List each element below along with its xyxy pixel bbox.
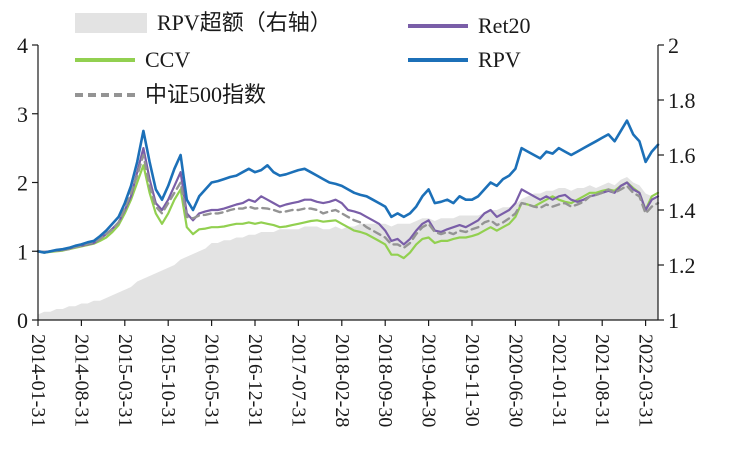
x-axis-tick-label: 2016-05-31 [201,334,223,427]
left-axis-tick-label: 4 [17,33,28,58]
x-axis-tick-label: 2020-06-30 [504,334,526,427]
line-swatch-icon [408,58,468,62]
axes [32,44,664,326]
legend-item-ret20: Ret20 [408,15,531,37]
x-axis-tick-label: 2014-08-31 [70,334,92,427]
left-axis-tick-label: 3 [17,102,28,127]
x-axis-tick-label: 2014-01-31 [27,334,49,427]
x-axis-tick-label: 2019-11-30 [461,334,483,427]
legend-item-csi500: 中证500指数 [75,84,266,106]
right-axis-tick-label: 1.2 [668,253,696,278]
line-series-rpv [36,119,660,254]
right-axis-tick-label: 1.4 [668,198,696,223]
line-series-csi500 [36,153,660,254]
line-swatch-icon [75,93,135,97]
legend-label: RPV [478,47,521,72]
legend-label: 中证500指数 [145,82,267,107]
right-axis-tick-label: 1.6 [668,143,696,168]
left-axis-tick-label: 2 [17,171,28,196]
x-axis-tick-label: 2015-10-31 [157,334,179,427]
x-axis-tick-label: 2018-02-28 [331,334,353,427]
x-axis-tick-label: 2016-12-31 [244,334,266,427]
legend-item-ccv: CCV [75,49,190,71]
x-axis-tick-label: 2019-04-30 [418,334,440,427]
legend-item-rpv-excess: RPV超额（右轴） [75,12,332,34]
right-axis-tick-label: 1 [668,308,679,333]
left-axis-tick-label: 1 [17,239,28,264]
left-axis-tick-label: 0 [17,308,28,333]
area-swatch-icon [75,13,147,33]
x-axis-tick-label: 2021-01-31 [548,334,570,427]
line-series-ret20 [36,147,660,253]
x-axis-tick-label: 2017-07-31 [287,334,309,427]
x-axis-tick-label: 2022-03-31 [635,334,657,427]
legend-item-rpv: RPV [408,49,521,71]
x-axis-tick-label: 2021-08-31 [591,334,613,427]
x-axis-tick-label: 2018-09-30 [374,334,396,427]
right-axis-tick-label: 2 [668,33,679,58]
line-swatch-icon [75,58,135,62]
x-axis-tick-label: 2015-03-31 [114,334,136,427]
legend-label: RPV超额（右轴） [157,10,332,35]
legend-label: CCV [145,47,191,72]
right-axis-tick-label: 1.8 [668,88,696,113]
line-swatch-icon [408,24,468,28]
legend-label: Ret20 [478,13,531,38]
